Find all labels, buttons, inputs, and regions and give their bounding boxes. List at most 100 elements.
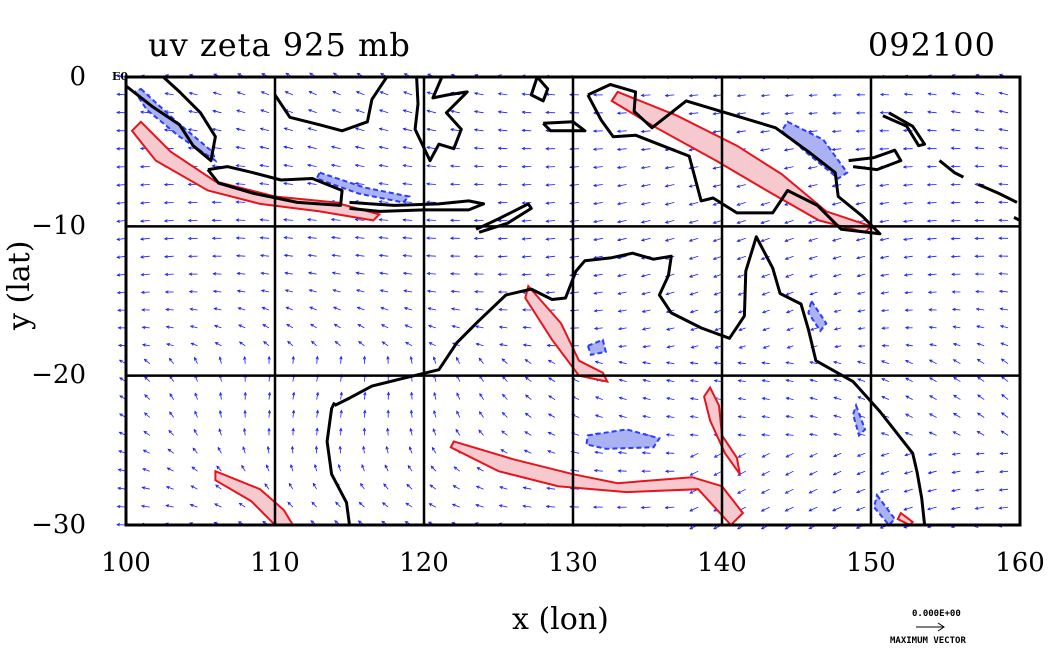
wind-vector: [569, 219, 580, 223]
wind-vector: [545, 290, 556, 295]
wind-vector: [140, 290, 150, 294]
wind-vector: [618, 414, 627, 418]
wind-vector: [308, 289, 317, 293]
wind-vector: [451, 503, 460, 508]
wind-vector: [759, 130, 770, 134]
wind-vector: [139, 255, 150, 259]
wind-vector: [832, 255, 842, 260]
wind-vector: [904, 290, 913, 295]
wind-vector: [449, 272, 460, 276]
wind-vector: [855, 147, 866, 151]
wind-vector: [449, 254, 460, 258]
wind-vector: [832, 432, 842, 437]
wind-vector: [879, 111, 889, 115]
wind-vector: [358, 341, 365, 347]
wind-vector: [330, 163, 341, 168]
wind-vector: [640, 184, 651, 188]
wind-vector: [736, 93, 746, 98]
wind-vector: [355, 109, 365, 114]
wind-vector: [190, 342, 198, 347]
wind-vector: [975, 307, 985, 311]
coastline-australia: [333, 235, 927, 525]
wind-vector: [665, 451, 675, 455]
wind-vector: [307, 127, 317, 132]
wind-vector: [713, 361, 723, 365]
wind-vector: [408, 446, 413, 454]
wind-vector: [903, 255, 913, 259]
wind-vector: [785, 291, 794, 296]
wind-vector: [166, 467, 174, 472]
wind-vector: [379, 289, 389, 293]
wind-vector: [688, 111, 699, 116]
wind-vector: [476, 467, 484, 472]
wind-vector: [761, 309, 770, 314]
wind-vector: [380, 306, 389, 311]
wind-vector: [403, 289, 413, 293]
wind-vector: [497, 110, 508, 114]
wind-vector: [386, 409, 390, 418]
coastline-seram: [542, 120, 587, 133]
wind-vector: [192, 447, 198, 454]
wind-vector: [665, 361, 675, 365]
wind-vector: [665, 415, 675, 419]
wind-vector: [688, 202, 699, 206]
wind-vector: [354, 236, 365, 240]
wind-vector: [187, 218, 198, 223]
wind-vector: [855, 506, 866, 511]
wind-vector: [235, 200, 246, 204]
wind-vector: [545, 110, 556, 115]
wind-vector: [524, 431, 532, 436]
wind-vector: [737, 397, 746, 401]
wind-vector: [592, 201, 603, 206]
positive-vorticity-southwest-band: [214, 469, 295, 525]
wind-vector: [617, 237, 627, 242]
wind-vector: [688, 237, 699, 242]
wind-vector: [785, 433, 794, 437]
wind-vector: [456, 392, 461, 400]
wind-vector: [974, 128, 985, 132]
wind-vector: [785, 396, 794, 401]
wind-vector: [665, 379, 675, 383]
wind-vector: [452, 485, 460, 490]
wind-vector: [618, 378, 627, 382]
wind-vector: [593, 326, 603, 331]
wind-vector: [235, 182, 246, 186]
wind-vector: [166, 343, 174, 347]
wind-vector: [927, 272, 937, 277]
wind-vector: [831, 237, 842, 242]
wind-vector: [404, 341, 413, 347]
wind-vector: [974, 254, 985, 258]
wind-vector: [950, 506, 961, 511]
wind-vector: [306, 218, 317, 222]
wind-vector: [545, 165, 556, 169]
wind-vector: [189, 503, 198, 508]
wind-vector: [665, 291, 675, 296]
y-tick-label: −10: [31, 211, 86, 241]
wind-vector: [784, 93, 794, 98]
wind-vector: [690, 345, 699, 349]
wind-vector: [212, 272, 222, 276]
wind-vector: [737, 452, 746, 458]
wind-vector: [951, 272, 961, 276]
wind-vector: [163, 201, 174, 205]
wind-vector: [784, 255, 794, 260]
wind-vector: [356, 306, 365, 311]
x-tick-label: 130: [548, 548, 598, 578]
wind-vector: [243, 427, 247, 436]
wind-vector: [736, 488, 746, 494]
wind-vector: [427, 307, 436, 311]
negative-vorticity-qld-coast: [852, 402, 867, 438]
wind-vector: [545, 147, 556, 151]
wind-vector: [283, 253, 293, 258]
wind-vector: [878, 147, 889, 151]
wind-vector: [449, 218, 460, 222]
wind-vector: [879, 255, 889, 260]
wind-vector: [880, 308, 889, 313]
wind-vector: [283, 127, 294, 132]
wind-vector: [475, 485, 484, 490]
wind-vector: [975, 470, 985, 474]
wind-vector: [235, 236, 246, 240]
wind-vector: [977, 394, 985, 400]
wind-vector: [642, 344, 651, 349]
wind-vector: [450, 109, 460, 114]
